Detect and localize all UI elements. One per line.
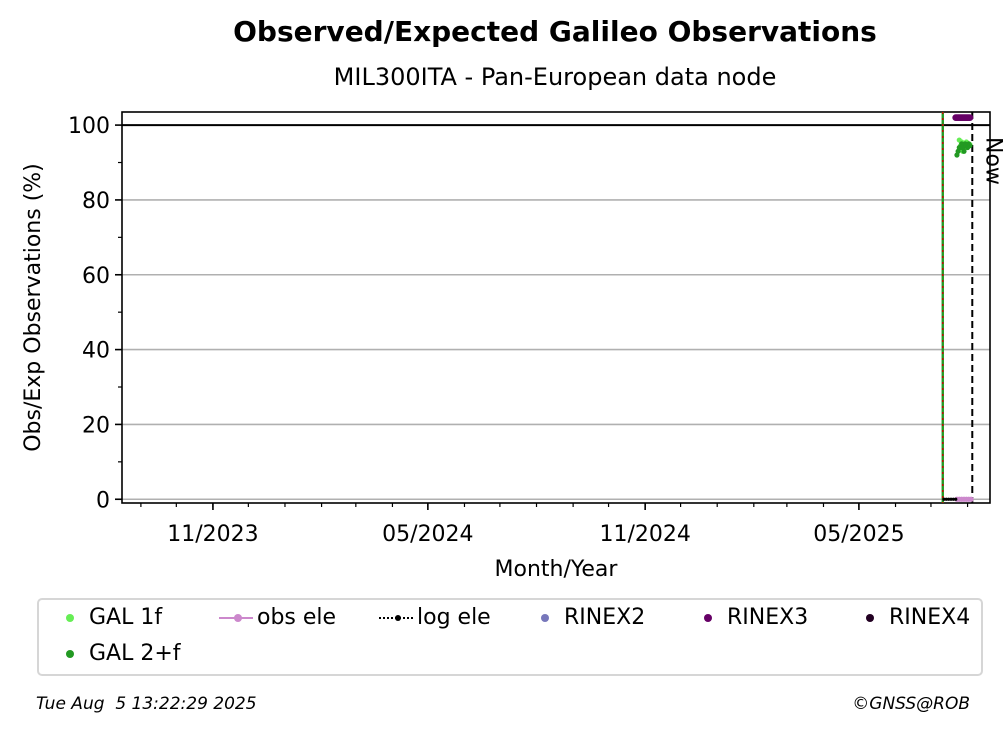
x-axis-label: Month/Year: [495, 557, 619, 582]
legend-item-rinex4: RINEX4: [851, 605, 970, 630]
legend-marker-log-ele: [379, 611, 413, 625]
legend-item-log-ele: log ele: [379, 605, 491, 630]
legend-item-gal-2f: GAL 2+f: [51, 641, 181, 666]
x-tick-label-2: 11/2024: [599, 522, 690, 547]
legend-marker-rinex4: [851, 611, 885, 625]
legend-marker-rinex2: [526, 611, 560, 625]
footer-timestamp: Tue Aug 5 13:22:29 2025: [36, 694, 257, 714]
legend-item-rinex2: RINEX2: [526, 605, 645, 630]
legend-item-rinex3: RINEX3: [689, 605, 808, 630]
plot-frame: [121, 111, 991, 504]
legend-label-gal-1f: GAL 1f: [89, 605, 163, 630]
point-gal-2-f-11: [967, 143, 973, 149]
point-log-ele-2: [947, 497, 951, 501]
legend: GAL 1f obs ele log ele RINEX2 RINEX3 RIN…: [37, 598, 983, 676]
legend-label-rinex2: RINEX2: [564, 605, 646, 630]
legend-item-gal-1f: GAL 1f: [51, 605, 162, 630]
point-obs-ele-6: [968, 496, 974, 502]
legend-label-obs-ele: obs ele: [257, 605, 337, 630]
x-tick-label-0: 11/2023: [167, 522, 258, 547]
x-tick-label-3: 05/2025: [813, 522, 904, 547]
legend-marker-gal-2f: [51, 647, 85, 661]
chart-title: Observed/Expected Galileo Observations: [233, 15, 877, 48]
legend-label-rinex3: RINEX3: [727, 605, 809, 630]
legend-marker-rinex3: [689, 611, 723, 625]
point-rinex3-12: [966, 114, 974, 122]
y-tick-label-100: 100: [68, 114, 110, 139]
legend-marker-obs-ele: [219, 611, 253, 625]
point-log-ele-0: [942, 497, 946, 501]
footer-credit: ©GNSS@ROB: [852, 694, 970, 714]
y-axis-label: Obs/Exp Observations (%): [21, 163, 46, 452]
chart-canvas: 0 20 40 60 80 100 11/2023 05/2024 11/2024 05/2025…: [21, 111, 1005, 582]
point-log-ele-3: [949, 497, 953, 501]
y-tick-label-80: 80: [82, 189, 110, 214]
y-tick-label-0: 0: [96, 488, 110, 513]
chart-subtitle: MIL300ITA - Pan-European data node: [333, 63, 777, 91]
legend-label-rinex4: RINEX4: [889, 605, 971, 630]
y-tick-label-40: 40: [82, 339, 110, 364]
point-gal-2-f-6: [961, 148, 967, 154]
legend-label-log-ele: log ele: [417, 605, 491, 630]
point-log-ele-5: [954, 497, 958, 501]
y-tick-label-60: 60: [82, 264, 110, 289]
x-tick-label-1: 05/2024: [382, 522, 473, 547]
legend-marker-gal-1f: [51, 611, 85, 625]
point-log-ele-1: [944, 497, 948, 501]
point-log-ele-4: [951, 497, 955, 501]
y-tick-label-20: 20: [82, 413, 110, 438]
legend-label-gal-2f: GAL 2+f: [89, 641, 181, 666]
legend-item-obs-ele: obs ele: [219, 605, 336, 630]
now-label: Now: [980, 137, 1005, 185]
